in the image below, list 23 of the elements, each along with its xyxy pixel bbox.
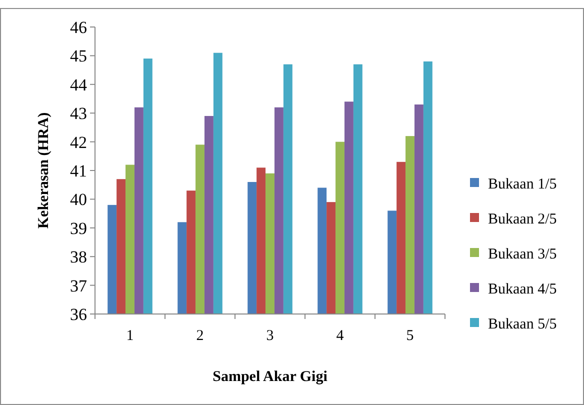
x-tick-label: 3 [266,328,274,344]
y-tick-label: 41 [70,161,87,180]
y-tick-label: 40 [70,190,87,210]
legend-label: Bukaan 1/5 [488,176,557,192]
x-axis-title: Sampel Akar Gigi [212,369,328,385]
legend-label: Bukaan 2/5 [488,211,557,228]
y-tick-label: 44 [70,75,88,94]
y-tick-label: 36 [70,304,87,324]
y-tick-label: 43 [70,104,87,124]
x-tick-label: 5 [406,328,414,344]
y-tick-label: 46 [70,18,87,37]
x-tick-label: 4 [336,328,344,344]
y-tick-label: 39 [70,218,87,238]
x-tick-label: 2 [196,328,204,344]
x-tick-label: 1 [126,328,134,344]
legend-label: Bukaan 5/5 [488,316,557,332]
y-tick-label: 45 [70,46,87,66]
y-tick-label: 38 [70,248,87,267]
legend-label: Bukaan 4/5 [488,281,557,298]
y-axis-title: Kekerasan (HRA) [36,112,52,229]
legend-label: Bukaan 3/5 [488,246,557,262]
y-tick-label: 37 [70,276,88,296]
y-tick-label: 42 [70,132,87,152]
